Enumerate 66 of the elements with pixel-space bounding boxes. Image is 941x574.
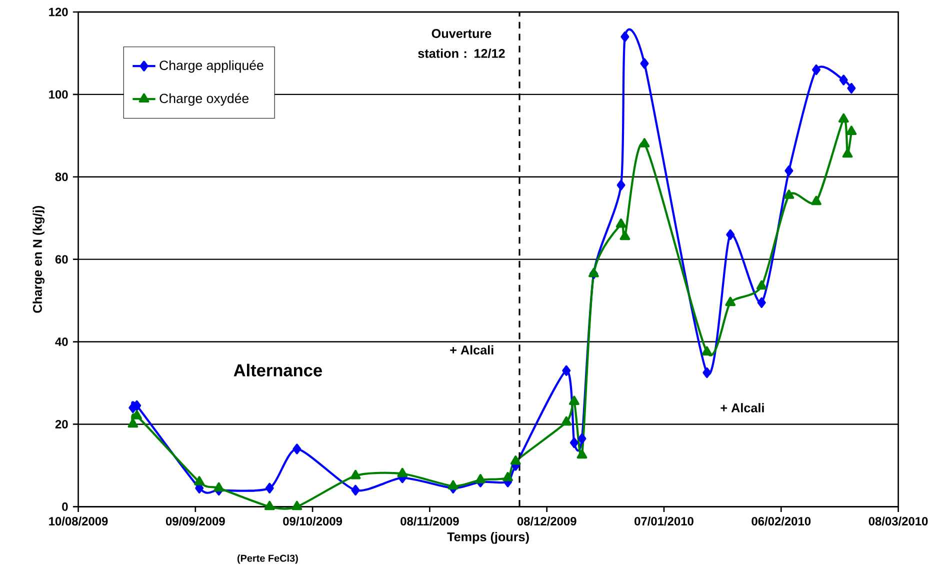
point: [214, 482, 224, 492]
point: [811, 196, 822, 206]
point: [128, 418, 138, 428]
x-tick-label: 07/01/2010: [634, 516, 694, 526]
point: [616, 180, 626, 190]
x-axis-title: Temps (jours): [447, 532, 529, 544]
point: [568, 396, 580, 406]
point: [784, 165, 794, 176]
x-tick-label: 09/10/2009: [283, 516, 342, 526]
point: [839, 74, 848, 86]
point: [448, 480, 458, 490]
point: [838, 113, 849, 123]
point: [351, 484, 360, 496]
point: [397, 468, 408, 478]
x-tick-label: 08/12/2009: [517, 516, 576, 526]
point: [475, 474, 486, 484]
point: [784, 190, 794, 199]
point: [639, 138, 650, 148]
point: [847, 82, 856, 94]
point: [725, 296, 736, 306]
point: [812, 64, 821, 76]
point: [846, 126, 857, 135]
y-tick-label: 80: [55, 172, 68, 182]
point: [620, 31, 630, 42]
point: [561, 416, 572, 426]
point: [570, 437, 578, 448]
point: [756, 280, 767, 290]
point: [726, 229, 735, 240]
annotation: + Alcali: [450, 345, 494, 354]
x-tick-label: 08/11/2009: [400, 516, 459, 526]
y-tick-label: 0: [62, 502, 68, 511]
point: [757, 297, 766, 308]
point: [194, 476, 205, 486]
ref-line-label: Ouverture station : 12/12: [418, 29, 505, 58]
point: [292, 444, 302, 454]
point: [578, 433, 586, 444]
point: [502, 472, 514, 482]
y-tick-label: 100: [49, 90, 68, 99]
legend-label: Charge appliquée: [160, 60, 264, 73]
text: (Perte FeCl3): [237, 554, 298, 564]
point: [510, 455, 521, 465]
x-tick-label: 10/08/2009: [49, 516, 108, 526]
point: [576, 449, 588, 459]
point: [620, 230, 630, 240]
point: [292, 500, 302, 510]
legend-label: Charge oxydée: [160, 93, 249, 106]
y-tick-label: 20: [55, 420, 68, 428]
point: [702, 367, 712, 378]
y-tick-label: 60: [55, 255, 68, 264]
y-axis-title: Charge en N (kg/j): [32, 206, 44, 313]
y-tick-label: 120: [49, 8, 68, 16]
point: [264, 500, 275, 510]
annotation: Alternance: [234, 364, 322, 376]
point: [350, 470, 361, 480]
annotation: + Alcali: [720, 403, 764, 412]
x-tick-label: 09/09/2009: [166, 516, 225, 526]
point: [702, 346, 712, 356]
point: [640, 58, 649, 69]
point: [616, 218, 626, 228]
point: [265, 482, 274, 494]
point: [842, 148, 853, 158]
point: [562, 365, 571, 376]
x-tick-label: 08/03/2010: [868, 516, 928, 526]
point: [132, 410, 142, 420]
y-tick-label: 40: [55, 338, 68, 346]
x-tick-label: 06/02/2010: [752, 516, 811, 526]
